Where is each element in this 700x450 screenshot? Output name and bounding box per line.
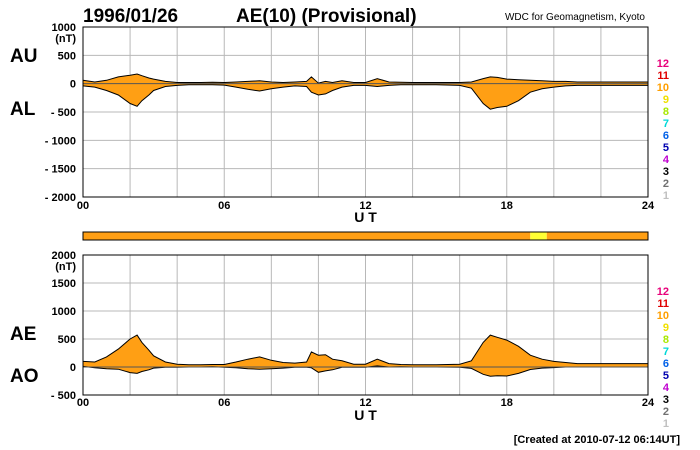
level-bar-segment bbox=[83, 232, 531, 240]
scale-level-label: 10 bbox=[657, 82, 669, 94]
unit-label: (nT) bbox=[55, 33, 76, 45]
y-tick-label: - 500 bbox=[51, 107, 76, 119]
series-line-ae bbox=[82, 334, 648, 366]
plot-frame bbox=[82, 26, 649, 198]
date-label: 1996/01/26 bbox=[83, 6, 178, 27]
created-timestamp: [Created at 2010-07-12 06:14UT] bbox=[514, 434, 681, 446]
y-tick-label: - 500 bbox=[51, 390, 76, 402]
y-tick-label: - 1000 bbox=[45, 135, 76, 147]
scale-level-label: 7 bbox=[663, 346, 669, 358]
unit-label: (nT) bbox=[55, 261, 76, 273]
scale-level-label: 5 bbox=[663, 370, 669, 382]
scale-level-label: 7 bbox=[663, 118, 669, 130]
scale-level-label: 6 bbox=[663, 358, 669, 370]
series-line-ao bbox=[82, 365, 648, 377]
series-label-au: AU bbox=[10, 46, 37, 67]
scale-level-label: 12 bbox=[657, 286, 669, 298]
scale-level-label: 11 bbox=[657, 298, 669, 310]
scale-level-label: 2 bbox=[663, 406, 669, 418]
y-tick-label: 500 bbox=[58, 334, 76, 346]
scale-level-label: 9 bbox=[663, 322, 669, 334]
x-axis-label: U T bbox=[354, 209, 377, 225]
scale-level-label: 5 bbox=[663, 142, 669, 154]
scale-level-label: 3 bbox=[663, 166, 669, 178]
y-tick-label: 0 bbox=[70, 362, 76, 374]
chart-title: AE(10) (Provisional) bbox=[236, 6, 417, 27]
level-bar bbox=[82, 231, 649, 241]
series-line-au bbox=[82, 73, 648, 84]
x-tick-label: 18 bbox=[501, 200, 513, 212]
level-bar-segment bbox=[546, 232, 648, 240]
scale-level-label: 9 bbox=[663, 94, 669, 106]
x-tick-label: 06 bbox=[218, 200, 230, 212]
scale-level-label: 1 bbox=[663, 418, 669, 430]
x-tick-label: 12 bbox=[359, 200, 371, 212]
level-bar-frame bbox=[82, 231, 649, 241]
source-label: WDC for Geomagnetism, Kyoto bbox=[505, 12, 645, 23]
series-label-al: AL bbox=[10, 99, 36, 120]
y-tick-label: 2000 bbox=[52, 250, 76, 262]
y-tick-label: 1000 bbox=[52, 306, 76, 318]
x-tick-label: 06 bbox=[218, 397, 230, 409]
plot-frame bbox=[82, 254, 649, 396]
scale-level-label: 11 bbox=[657, 70, 669, 82]
scale-level-label: 1 bbox=[663, 190, 669, 202]
area-fill bbox=[83, 335, 648, 377]
series-line-al bbox=[82, 84, 648, 110]
x-tick-label: 12 bbox=[359, 397, 371, 409]
x-tick-label: 24 bbox=[642, 397, 655, 409]
x-tick-label: 18 bbox=[501, 397, 513, 409]
y-tick-label: 0 bbox=[70, 79, 76, 91]
level-bar-segment bbox=[530, 232, 547, 240]
scale-level-label: 3 bbox=[663, 394, 669, 406]
x-axis-label: U T bbox=[354, 407, 377, 423]
scale-level-label: 8 bbox=[663, 334, 669, 346]
series-label-ae: AE bbox=[10, 324, 36, 345]
series-label-ao: AO bbox=[10, 366, 39, 387]
y-tick-label: - 2000 bbox=[45, 192, 76, 204]
y-tick-label: 1000 bbox=[52, 22, 76, 34]
y-tick-label: 1500 bbox=[52, 278, 76, 290]
y-tick-label: - 1500 bbox=[45, 164, 76, 176]
scale-level-label: 4 bbox=[663, 382, 670, 394]
scale-level-label: 2 bbox=[663, 178, 669, 190]
scale-level-label: 6 bbox=[663, 130, 669, 142]
panel-au-al: 1000 500 0 - 500 - 1000 - 1500 - 2000 (nT) 00 06 1… bbox=[10, 22, 670, 225]
scale-level-label: 12 bbox=[657, 58, 669, 70]
scale-level-label: 8 bbox=[663, 106, 669, 118]
scale-level-label: 4 bbox=[663, 154, 670, 166]
x-tick-label: 24 bbox=[642, 200, 655, 212]
y-tick-label: 500 bbox=[58, 50, 76, 62]
x-tick-label: 00 bbox=[77, 200, 89, 212]
scale-level-label: 10 bbox=[657, 310, 669, 322]
x-tick-label: 00 bbox=[77, 397, 89, 409]
